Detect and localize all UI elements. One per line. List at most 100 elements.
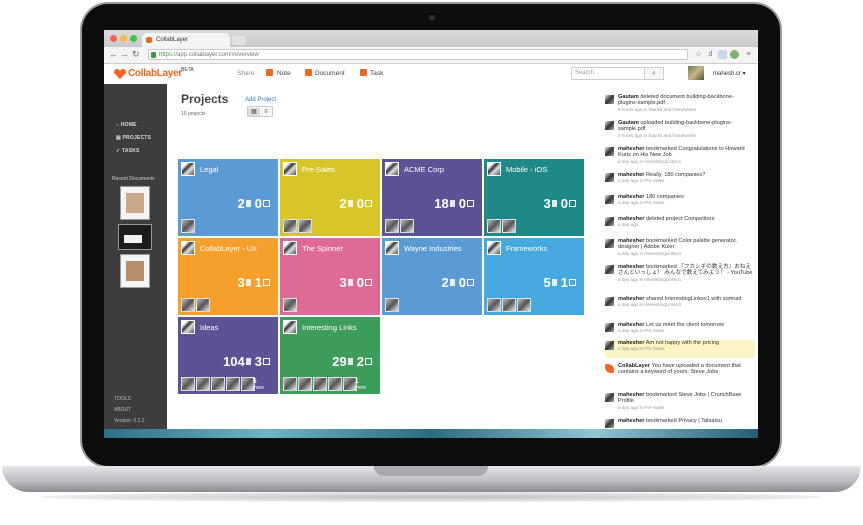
member-avatar[interactable]	[283, 377, 297, 391]
note-button[interactable]: Note	[277, 70, 291, 77]
close-window-icon[interactable]	[110, 35, 117, 42]
project-tile[interactable]: Interesting Links 29 2 1 more	[280, 317, 380, 394]
activity-user[interactable]: mahesher	[618, 238, 645, 244]
recent-document-thumb[interactable]	[120, 186, 150, 220]
activity-item[interactable]: mahesher Am not happy with the pricing a …	[605, 340, 755, 358]
project-tile[interactable]: Ideas 104 3 5 more	[178, 317, 278, 394]
member-avatar[interactable]	[328, 377, 342, 391]
member-avatar[interactable]	[502, 298, 516, 312]
member-avatar[interactable]	[283, 298, 297, 312]
sidebar-item-tasks[interactable]: ✓ TASKS	[116, 148, 140, 154]
activity-item[interactable]: Gautam deleted document building-backbon…	[605, 94, 755, 112]
activity-item[interactable]: mahesher Let us meet the client tomorrow…	[605, 322, 755, 340]
extension-icon[interactable]	[730, 50, 739, 59]
more-members[interactable]: 5 more	[253, 378, 264, 391]
activity-user[interactable]: mahesher	[618, 418, 645, 424]
member-avatar[interactable]	[226, 377, 240, 391]
activity-item[interactable]: CollabLayer You have uploaded a document…	[605, 363, 755, 381]
zoom-window-icon[interactable]	[130, 35, 137, 42]
activity-meta: a day ago in Pre-Sales	[618, 178, 665, 184]
user-menu[interactable]: mahesh.cr ▾	[713, 71, 746, 77]
document-button[interactable]: Document	[315, 70, 345, 77]
activity-item[interactable]: Gautam uploaded building-backbone-plugin…	[605, 120, 755, 138]
back-arrow-icon[interactable]: ←	[109, 49, 118, 59]
menu-icon[interactable]: ≡	[746, 51, 751, 58]
member-avatar[interactable]	[487, 298, 501, 312]
member-avatar[interactable]	[400, 219, 414, 233]
list-view-icon[interactable]: ≡	[264, 109, 268, 115]
activity-user[interactable]: mahesher	[618, 216, 645, 222]
member-avatar[interactable]	[517, 298, 531, 312]
activity-item[interactable]: mahesher bookmarked Privacy | Tatsatsu	[605, 418, 755, 429]
project-tile[interactable]: ACME Corp 18 0	[382, 159, 482, 236]
extension-icon[interactable]	[718, 50, 727, 59]
activity-item[interactable]: mahesher shared InterestingLinksv1 with …	[605, 296, 755, 314]
activity-item[interactable]: mahesher 180 companies a day ago in Pre-S…	[605, 194, 755, 212]
member-avatar[interactable]	[196, 298, 210, 312]
tools-link[interactable]: TOOLS	[114, 396, 131, 402]
member-avatar[interactable]	[298, 377, 312, 391]
member-avatar[interactable]	[181, 377, 195, 391]
member-avatar[interactable]	[283, 219, 297, 233]
address-bar[interactable]: https://app.collablayer.com/#overview	[148, 49, 688, 60]
sidebar-item-home[interactable]: ⌂ HOME	[116, 122, 137, 128]
activity-item[interactable]: mahesher bookmarked Congratulations to H…	[605, 146, 755, 164]
about-link[interactable]: ABOUT	[114, 407, 132, 413]
member-avatar[interactable]	[196, 377, 210, 391]
activity-user[interactable]: mahesher	[618, 146, 645, 152]
activity-user[interactable]: Gautam	[618, 120, 639, 126]
member-avatar[interactable]	[385, 298, 399, 312]
activity-item[interactable]: mahesher deleted project Competitors a da…	[605, 216, 755, 234]
member-avatar[interactable]	[385, 219, 399, 233]
activity-item[interactable]: mahesher bookmarked Color palette genera…	[605, 238, 755, 256]
activity-message: bookmarked Color palette generator, desi…	[618, 238, 737, 251]
activity-item[interactable]: mahesher Really, 180 companies? a day ago…	[605, 172, 755, 190]
member-avatar[interactable]	[181, 298, 195, 312]
reload-icon[interactable]: ↻	[132, 49, 140, 59]
activity-item[interactable]: mahesher bookmarked Steve Jobs | CrunchB…	[605, 392, 755, 410]
member-avatar[interactable]	[241, 377, 255, 391]
add-project-link[interactable]: Add Project	[245, 97, 277, 103]
activity-item[interactable]: mahesher bookmarked 『フカシギの数え方』おねえさんといっしょ…	[605, 264, 755, 282]
activity-user[interactable]: mahesher	[618, 194, 645, 200]
search-button[interactable]: ⌕	[644, 67, 664, 80]
member-avatar[interactable]	[343, 377, 357, 391]
recent-document-thumb[interactable]	[120, 254, 150, 288]
app-logo-text[interactable]: CollabLayer	[128, 68, 182, 79]
activity-user[interactable]: CollabLayer	[618, 363, 651, 369]
more-members[interactable]: 1 more	[355, 378, 366, 391]
view-toggle[interactable]: ▦ ≡	[247, 106, 273, 117]
activity-user[interactable]: Gautam	[618, 94, 639, 100]
activity-user[interactable]: mahesher	[618, 392, 645, 398]
member-avatar[interactable]	[313, 377, 327, 391]
extension-icon[interactable]: d	[708, 51, 713, 58]
forward-arrow-icon[interactable]: →	[120, 49, 129, 59]
browser-tab[interactable]: CollabLayer	[142, 33, 230, 47]
activity-user[interactable]: mahesher	[618, 264, 645, 270]
avatar[interactable]	[688, 66, 704, 80]
member-avatar[interactable]	[487, 219, 501, 233]
bookmark-star-icon[interactable]: ☆	[695, 51, 702, 58]
grid-view-icon[interactable]: ▦	[248, 108, 260, 116]
activity-user[interactable]: mahesher	[618, 340, 645, 346]
member-avatar[interactable]	[298, 219, 312, 233]
member-avatar[interactable]	[181, 219, 195, 233]
member-avatar[interactable]	[211, 377, 225, 391]
task-button[interactable]: Task	[370, 70, 384, 77]
new-tab-button[interactable]	[232, 36, 246, 45]
activity-text: mahesher bookmarked Congratulations to H…	[618, 146, 753, 165]
sidebar-item-projects[interactable]: ▤ PROJECTS	[116, 135, 151, 141]
activity-user[interactable]: mahesher	[618, 172, 645, 178]
minimize-window-icon[interactable]	[120, 35, 127, 42]
member-avatar[interactable]	[502, 219, 516, 233]
activity-user[interactable]: mahesher	[618, 296, 645, 302]
recent-document-thumb[interactable]	[118, 224, 152, 250]
activity-user[interactable]: mahesher	[618, 322, 645, 328]
